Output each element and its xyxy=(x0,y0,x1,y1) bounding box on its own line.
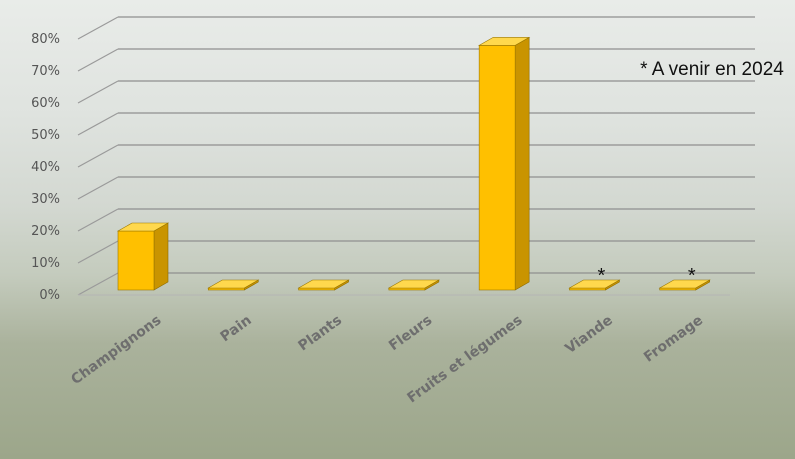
bar-top xyxy=(297,279,350,289)
gridline-side xyxy=(77,80,119,104)
chart-annotation: * A venir en 2024 xyxy=(640,59,784,80)
bar-top xyxy=(478,37,531,46)
chart-bars xyxy=(116,36,711,291)
y-tick-label: 0% xyxy=(39,288,60,303)
y-tick-label: 20% xyxy=(31,224,60,239)
x-tick-label: Viande xyxy=(562,312,615,357)
bar-top xyxy=(387,279,440,289)
y-tick-label: 60% xyxy=(31,96,60,111)
chart-gridlines xyxy=(77,16,755,296)
y-tick-label: 30% xyxy=(31,192,60,207)
bar-top xyxy=(207,279,260,289)
bar-top xyxy=(658,279,711,289)
gridline-side xyxy=(77,16,119,40)
y-tick-label: 40% xyxy=(31,160,60,175)
bar-top xyxy=(116,222,170,232)
x-tick-label: Fromage xyxy=(641,312,706,365)
y-tick-label: 50% xyxy=(31,128,60,143)
bar-side xyxy=(153,222,169,291)
y-tick-label: 10% xyxy=(31,256,60,271)
x-tick-label: Fleurs xyxy=(386,312,435,354)
gridline-side xyxy=(77,208,119,232)
bar xyxy=(478,45,516,291)
y-tick-label: 70% xyxy=(31,64,60,79)
bar-top xyxy=(568,279,621,289)
x-tick-label: Champignons xyxy=(68,312,164,388)
bar xyxy=(117,230,155,291)
y-tick-label: 80% xyxy=(31,32,60,47)
bar-marker: * xyxy=(688,265,696,287)
gridline-side xyxy=(77,272,119,296)
gridline-side xyxy=(77,240,119,264)
gridline-side xyxy=(77,176,119,200)
x-tick-label: Pain xyxy=(218,312,255,345)
x-tick-label: Plants xyxy=(295,312,344,354)
bar-side xyxy=(514,36,530,291)
gridline-side xyxy=(77,48,119,72)
bar-markers: * * xyxy=(598,265,696,287)
bar-marker: * xyxy=(598,265,606,287)
y-axis-labels: 0% 10% 20% 30% 40% 50% 60% 70% 80% xyxy=(31,32,60,303)
gridline-side xyxy=(77,144,119,168)
gridline-side xyxy=(77,112,119,136)
